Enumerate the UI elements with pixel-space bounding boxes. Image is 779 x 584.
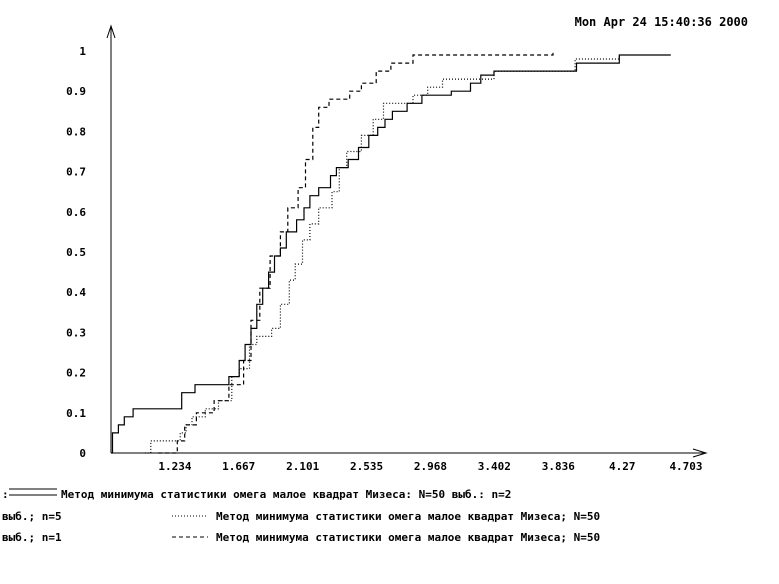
x-tick-label: 1.234 bbox=[158, 460, 191, 473]
data-series bbox=[111, 51, 671, 454]
y-tick-label: 1 bbox=[79, 45, 86, 58]
y-tick-label: 0.5 bbox=[66, 246, 86, 259]
y-tick-label: 0.1 bbox=[66, 407, 86, 420]
legend-label: Метод минимума статистики омега малое кв… bbox=[216, 510, 600, 523]
legend-label: Метод минимума статистики омега малое кв… bbox=[61, 488, 511, 501]
legend-entry-solid: : Метод минимума статистики омега малое … bbox=[2, 488, 511, 501]
x-axis-arrow-icon bbox=[692, 448, 708, 458]
y-axis-arrow-icon bbox=[106, 24, 116, 39]
series-line-dashed bbox=[158, 51, 554, 454]
legend-entry-dashed: выб.; n=1 Метод минимума статистики омег… bbox=[2, 531, 600, 544]
x-tick-label: 2.101 bbox=[286, 460, 319, 473]
y-tick-labels: 0 0.1 0.2 0.3 0.4 0.5 0.6 0.7 0.8 0.9 1 bbox=[66, 45, 86, 460]
x-tick-label: 3.402 bbox=[478, 460, 511, 473]
y-tick-label: 0.3 bbox=[66, 326, 86, 339]
series-line-solid bbox=[111, 54, 671, 454]
x-tick-label: 2.535 bbox=[350, 460, 383, 473]
legend-prefix: выб.; n=1 bbox=[2, 531, 62, 544]
y-tick-label: 0.8 bbox=[66, 125, 86, 138]
series-line-dotted bbox=[144, 55, 620, 454]
x-tick-label: 1.667 bbox=[222, 460, 255, 473]
y-tick-label: 0 bbox=[79, 447, 86, 460]
legend: : Метод минимума статистики омега малое … bbox=[2, 488, 600, 544]
y-tick-label: 0.9 bbox=[66, 85, 86, 98]
x-tick-label: 4.27 bbox=[609, 460, 636, 473]
legend-label: Метод минимума статистики омега малое кв… bbox=[216, 531, 600, 544]
y-tick-label: 0.4 bbox=[66, 286, 86, 299]
y-tick-label: 0.6 bbox=[66, 206, 86, 219]
legend-entry-dotted: выб.; n=5 Метод минимума статистики омег… bbox=[2, 510, 600, 523]
x-tick-label: 2.968 bbox=[414, 460, 447, 473]
legend-prefix: выб.; n=5 bbox=[2, 510, 62, 523]
timestamp-label: Mon Apr 24 15:40:36 2000 bbox=[575, 15, 748, 29]
x-tick-labels: 1.234 1.667 2.101 2.535 2.968 3.402 3.836 4.27 4… bbox=[158, 460, 702, 473]
y-tick-label: 0.2 bbox=[66, 367, 86, 380]
legend-prefix: : bbox=[2, 488, 9, 501]
y-tick-label: 0.7 bbox=[66, 166, 86, 179]
x-tick-label: 4.703 bbox=[669, 460, 702, 473]
x-tick-label: 3.836 bbox=[542, 460, 575, 473]
